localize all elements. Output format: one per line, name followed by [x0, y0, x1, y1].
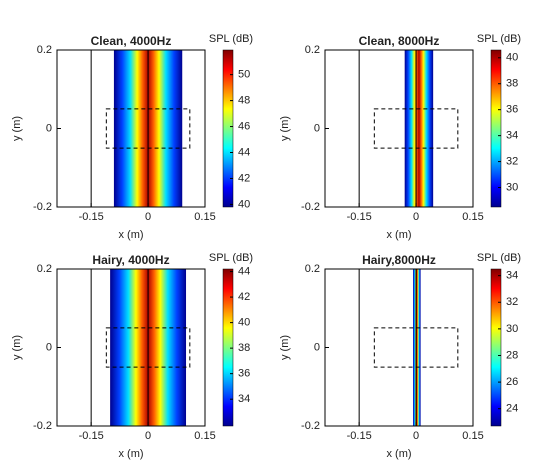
y-label: y (m): [11, 335, 23, 360]
colorbar-tick-label: 34: [238, 393, 250, 405]
title: Hairy,8000Hz: [362, 253, 436, 267]
x-tick-label: -0.15: [347, 430, 372, 442]
x-tick-label: 0: [413, 430, 419, 442]
region-box: [105, 108, 191, 149]
x-tick-label: -0.15: [347, 211, 372, 223]
colorbar: [490, 49, 502, 208]
region-box: [105, 327, 191, 368]
x-label: x (m): [386, 229, 411, 241]
x-tick-label: 0.15: [462, 211, 483, 223]
y-tick-label: 0: [46, 122, 52, 134]
x-label: x (m): [386, 448, 411, 460]
colorbar-tick-label: 30: [506, 323, 518, 335]
colorbar-tick-label: 28: [506, 349, 518, 361]
colorbar-tick-label: 38: [506, 78, 518, 90]
body-outline: [358, 268, 417, 427]
title: Clean, 4000Hz: [91, 34, 172, 48]
y-tick-label: -0.2: [33, 420, 52, 432]
colorbar-tick-label: 32: [506, 155, 518, 167]
colorbar-tick-label: 34: [506, 270, 518, 282]
y-tick-label: 0.2: [37, 263, 52, 275]
colorbar: [490, 268, 502, 427]
colorbar-tick-label: 42: [238, 172, 250, 184]
x-tick-label: -0.15: [79, 430, 104, 442]
y-tick-label: -0.2: [33, 201, 52, 213]
x-tick-label: 0.15: [194, 430, 215, 442]
colorbar: [222, 268, 234, 427]
x-tick-label: 0.15: [462, 430, 483, 442]
colorbar-tick-label: 36: [238, 368, 250, 380]
colorbar-tick-label: 44: [238, 146, 250, 158]
colorbar-tick-label: 36: [506, 104, 518, 116]
y-tick-label: 0.2: [305, 263, 320, 275]
x-tick-label: -0.15: [79, 211, 104, 223]
y-label: y (m): [279, 116, 291, 141]
colorbar-tick-label: 24: [506, 403, 518, 415]
colorbar-label: SPL (dB): [209, 33, 253, 45]
x-label: x (m): [118, 448, 143, 460]
axes-box: [324, 49, 474, 208]
x-tick-label: 0.15: [194, 211, 215, 223]
x-tick-label: 0: [145, 430, 151, 442]
axes-box: [324, 268, 474, 427]
colorbar-tick-label: 40: [238, 198, 250, 210]
colorbar-tick-label: 38: [238, 342, 250, 354]
colorbar-tick-label: 46: [238, 120, 250, 132]
colorbar-label: SPL (dB): [209, 252, 253, 264]
y-tick-label: -0.2: [301, 420, 320, 432]
colorbar-tick-label: 50: [238, 69, 250, 81]
y-tick-label: 0: [46, 341, 52, 353]
y-tick-label: 0.2: [37, 44, 52, 56]
title: Hairy, 4000Hz: [92, 253, 169, 267]
contour-field: [404, 50, 434, 207]
colorbar-tick-label: 44: [238, 265, 250, 277]
x-tick-label: 0: [145, 211, 151, 223]
x-label: x (m): [118, 229, 143, 241]
colorbar-tick-label: 40: [506, 52, 518, 64]
region-box: [373, 108, 459, 149]
colorbar-tick-label: 30: [506, 181, 518, 193]
colorbar-label: SPL (dB): [477, 33, 521, 45]
region-box: [373, 327, 459, 368]
colorbar-tick-label: 26: [506, 376, 518, 388]
colorbar-tick-label: 42: [238, 291, 250, 303]
x-tick-label: 0: [413, 211, 419, 223]
colorbar-label: SPL (dB): [477, 252, 521, 264]
colorbar-tick-label: 40: [238, 317, 250, 329]
y-tick-label: 0: [314, 122, 320, 134]
y-tick-label: 0.2: [305, 44, 320, 56]
colorbar: [222, 49, 234, 208]
title: Clean, 8000Hz: [359, 34, 440, 48]
y-tick-label: 0: [314, 341, 320, 353]
colorbar-tick-label: 32: [506, 296, 518, 308]
y-label: y (m): [279, 335, 291, 360]
y-label: y (m): [11, 116, 23, 141]
colorbar-tick-label: 48: [238, 95, 250, 107]
contour-field: [413, 269, 421, 426]
colorbar-tick-label: 34: [506, 130, 518, 142]
y-tick-label: -0.2: [301, 201, 320, 213]
